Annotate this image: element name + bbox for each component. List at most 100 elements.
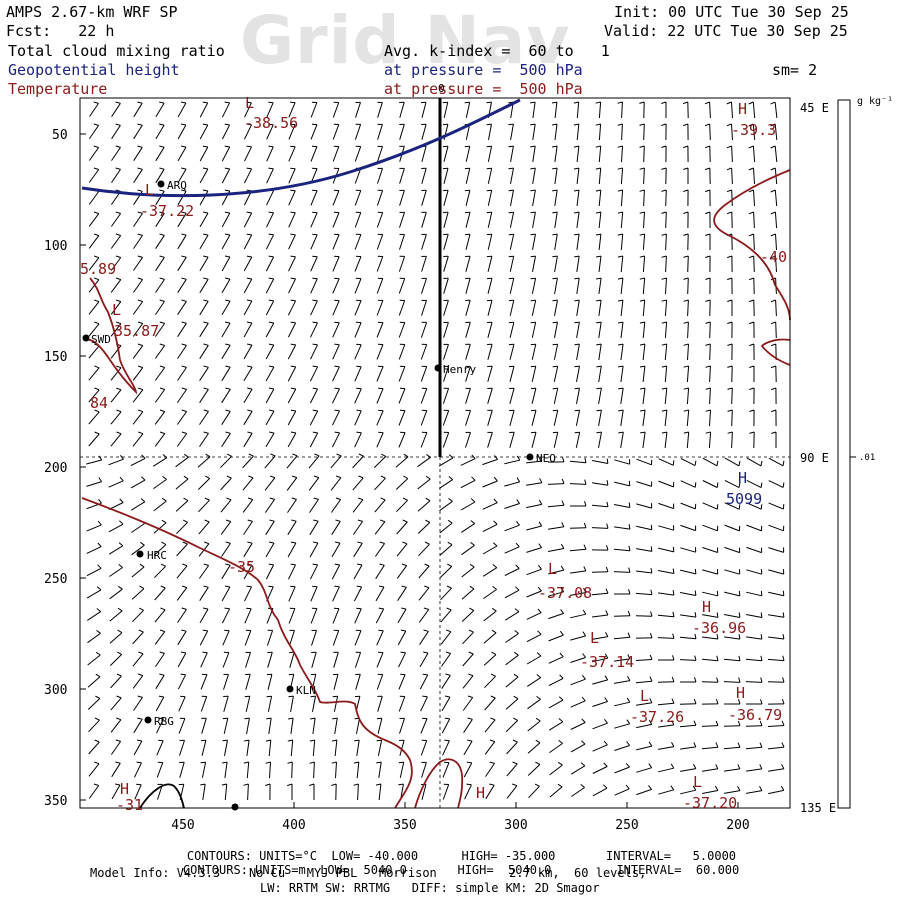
wind-barb: [592, 787, 608, 797]
wind-barb: [768, 768, 784, 772]
wind-barb-feather: [116, 409, 122, 413]
wind-barb: [463, 740, 473, 756]
wind-barb: [419, 674, 429, 690]
wind-barb-feather: [247, 409, 253, 412]
wind-barb-feather: [331, 761, 337, 764]
wind-barb: [376, 300, 384, 316]
wind-barb-feather: [116, 431, 122, 435]
wind-barb: [354, 366, 362, 382]
wind-barb: [598, 211, 602, 229]
wind-barb-feather: [401, 585, 407, 588]
wind-barb: [377, 696, 383, 712]
wind-barb-feather: [705, 387, 711, 390]
wind-barb: [745, 725, 763, 727]
wind-barb: [731, 431, 733, 449]
stations: [82, 180, 534, 811]
wind-barb-feather: [538, 499, 543, 505]
wind-barb: [526, 655, 542, 665]
wind-barb: [504, 589, 520, 599]
wind-barb: [154, 367, 166, 381]
wind-barb-feather: [115, 277, 121, 281]
wind-barb: [177, 609, 187, 623]
wind-barb: [570, 700, 586, 708]
wind-barb-feather: [159, 629, 165, 633]
wind-barb: [86, 524, 102, 532]
wind-barb-feather: [539, 478, 543, 483]
wind-barb: [482, 480, 498, 488]
wind-barb: [88, 169, 100, 183]
wind-barb: [723, 746, 741, 750]
wind-barb-feather: [559, 674, 564, 679]
wind-barb-feather: [290, 431, 296, 434]
wind-barb: [510, 168, 514, 184]
wind-barb-feather: [738, 612, 741, 618]
wind-barb-feather: [180, 673, 186, 676]
wind-barb: [287, 300, 297, 316]
wind-barb: [399, 102, 405, 118]
wind-barb-feather: [138, 409, 144, 413]
wind-barb-feather: [268, 255, 274, 258]
wind-barb: [156, 718, 164, 734]
wind-barb-feather: [606, 545, 609, 551]
high-marker: H: [120, 780, 129, 798]
wind-barb-feather: [782, 655, 785, 661]
wind-barb: [664, 321, 668, 339]
wind-barb: [243, 256, 253, 272]
plot-frame: [79, 97, 791, 809]
wind-barb: [155, 168, 165, 184]
wind-barb: [308, 455, 320, 469]
wind-barb-feather: [694, 590, 697, 596]
wind-barb-feather: [159, 431, 165, 435]
wind-barb: [247, 783, 249, 801]
wind-barb: [576, 168, 580, 184]
wind-barb-feather: [448, 476, 454, 480]
wind-barb-feather: [560, 543, 565, 549]
wind-barb: [680, 547, 696, 553]
wind-barb: [178, 696, 186, 712]
wind-barb: [221, 278, 231, 294]
wind-barb-feather: [748, 255, 754, 259]
wind-barb: [576, 190, 580, 206]
wind-barb-feather: [224, 629, 230, 632]
station-label: RBG: [154, 715, 174, 728]
wind-barb: [133, 213, 143, 227]
wind-barb: [768, 524, 784, 532]
wind-barb: [443, 366, 449, 382]
wind-barb-feather: [603, 740, 608, 746]
wind-barb-feather: [552, 189, 558, 192]
wind-barb-feather: [661, 123, 667, 126]
wind-barb: [701, 658, 719, 662]
wind-barb: [177, 367, 187, 381]
wind-barb: [420, 344, 428, 360]
wind-barb: [244, 146, 252, 162]
wind-barb-feather: [573, 101, 579, 104]
wind-barb: [309, 366, 319, 382]
wind-barb: [332, 124, 340, 140]
high-marker: H: [736, 684, 745, 702]
wind-barb-feather: [508, 211, 514, 214]
high-marker: H: [738, 469, 747, 487]
wind-barb: [532, 124, 536, 140]
station-label: SWD: [91, 333, 111, 346]
wind-barb: [134, 762, 142, 778]
wind-barb-feather: [737, 764, 741, 770]
wind-barb: [510, 124, 514, 140]
wind-barb-feather: [268, 321, 274, 324]
wind-barb: [110, 675, 122, 689]
wind-barb: [354, 212, 362, 228]
x-tick: 450: [171, 818, 194, 833]
wind-barb-feather: [738, 699, 741, 705]
wind-barb: [176, 587, 188, 601]
wind-barb-feather: [224, 255, 230, 258]
wind-barb: [199, 278, 209, 294]
wind-barb: [657, 681, 675, 683]
wind-barb: [614, 658, 630, 662]
wind-barb-feather: [269, 431, 275, 434]
wind-barb: [221, 411, 231, 425]
wind-barb-feather: [490, 673, 496, 677]
wind-barb: [483, 588, 497, 600]
wind-barb-feather: [738, 482, 741, 488]
y-tick: 300: [44, 683, 67, 698]
wind-barb-feather: [425, 475, 431, 480]
wind-barb: [132, 675, 144, 689]
